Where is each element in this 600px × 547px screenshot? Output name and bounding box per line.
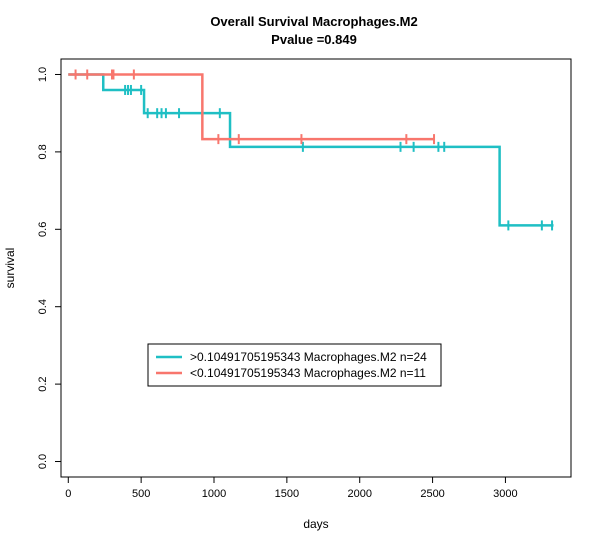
y-tick-label: 0.6	[37, 222, 49, 237]
x-tick-label: 0	[65, 488, 71, 500]
plot-frame	[60, 58, 572, 478]
y-tick-label: 0.8	[37, 144, 49, 159]
x-axis-label: days	[303, 517, 328, 531]
x-tick-label: 2500	[420, 488, 444, 500]
survival-curves	[68, 69, 554, 231]
y-tick-label: 0.4	[37, 299, 49, 314]
survival-line-1	[68, 73, 435, 141]
y-tick-label: 0.0	[37, 454, 49, 469]
x-tick-label: 3000	[493, 488, 517, 500]
chart-title: Overall Survival Macrophages.M2	[210, 14, 417, 29]
survival-line-0	[68, 73, 554, 227]
x-tick-label: 500	[132, 488, 150, 500]
y-axis: 0.0 0.2 0.4 0.6 0.8 1.0	[37, 67, 62, 469]
legend-box	[147, 343, 442, 387]
y-tick-label: 1.0	[37, 67, 49, 82]
legend-label-high: >0.10491705195343 Macrophages.M2 n=24	[190, 350, 427, 364]
y-axis-label: survival	[3, 248, 17, 289]
y-tick-label: 0.2	[37, 376, 49, 391]
x-axis: 0 500 1000 1500 2000 2500 3000	[65, 476, 518, 500]
x-tick-label: 1000	[202, 488, 226, 500]
legend-label-low: <0.10491705195343 Macrophages.M2 n=11	[190, 366, 426, 380]
x-tick-label: 2000	[347, 488, 371, 500]
legend: >0.10491705195343 Macrophages.M2 n=24 <0…	[147, 343, 442, 387]
chart-subtitle: Pvalue =0.849	[271, 32, 357, 47]
x-tick-label: 1500	[275, 488, 299, 500]
